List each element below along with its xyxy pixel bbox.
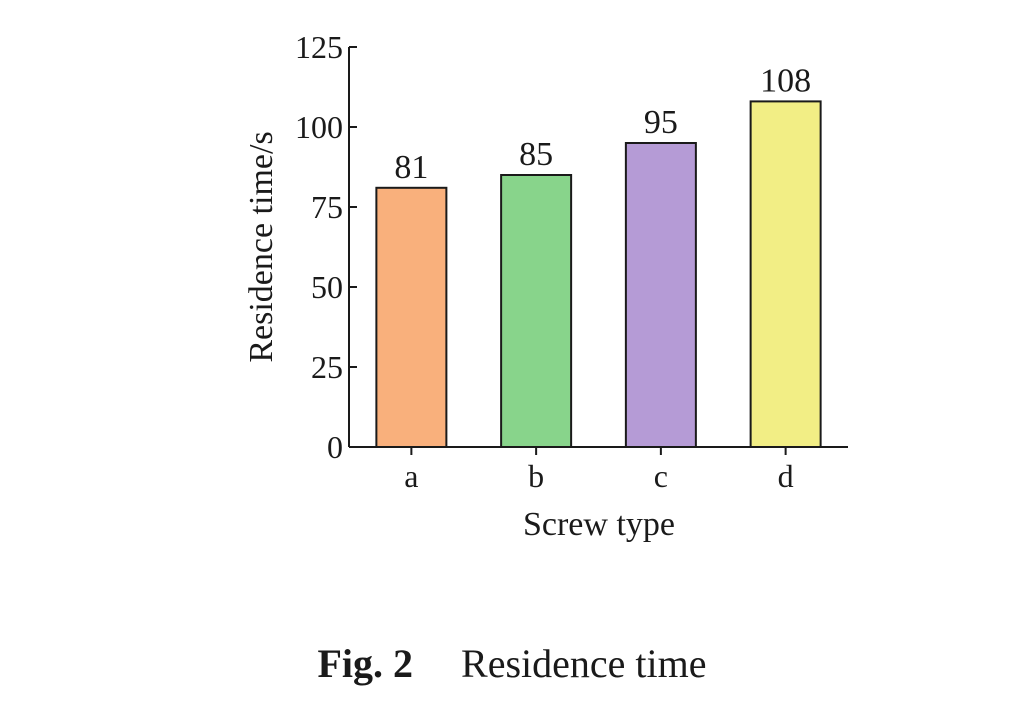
x-ticks-group: a b c d <box>404 447 794 494</box>
y-ticks-group: 0 25 50 75 100 125 <box>295 29 357 465</box>
y-axis-title: Residence time/s <box>243 131 280 362</box>
x-tick-label-a: a <box>404 458 418 494</box>
x-tick-label-b: b <box>528 458 544 494</box>
x-tick-label-d: d <box>778 458 794 494</box>
data-label-b: 85 <box>519 136 553 173</box>
bar-b <box>500 174 573 448</box>
y-tick-label-125: 125 <box>295 29 343 65</box>
figure-number: Fig. 2 <box>317 641 414 686</box>
bar-c <box>624 142 697 448</box>
x-axis-title: Screw type <box>523 506 675 543</box>
data-label-a: 81 <box>394 149 428 186</box>
figure-caption: Fig. 2 Residence time <box>0 640 1024 687</box>
data-label-d: 108 <box>760 62 811 99</box>
y-tick-label-50: 50 <box>311 269 343 305</box>
bar-a <box>375 186 448 449</box>
bar-d <box>749 100 822 449</box>
y-tick-label-100: 100 <box>295 109 343 145</box>
x-tick-label-c: c <box>654 458 668 494</box>
data-label-c: 95 <box>644 104 678 141</box>
y-tick-label-75: 75 <box>311 189 343 225</box>
y-tick-label-25: 25 <box>311 349 343 385</box>
bars-group <box>375 100 822 449</box>
y-tick-label-0: 0 <box>327 429 343 465</box>
figure-title: Residence time <box>461 641 707 686</box>
data-labels-group: 81 85 95 108 <box>394 62 811 185</box>
